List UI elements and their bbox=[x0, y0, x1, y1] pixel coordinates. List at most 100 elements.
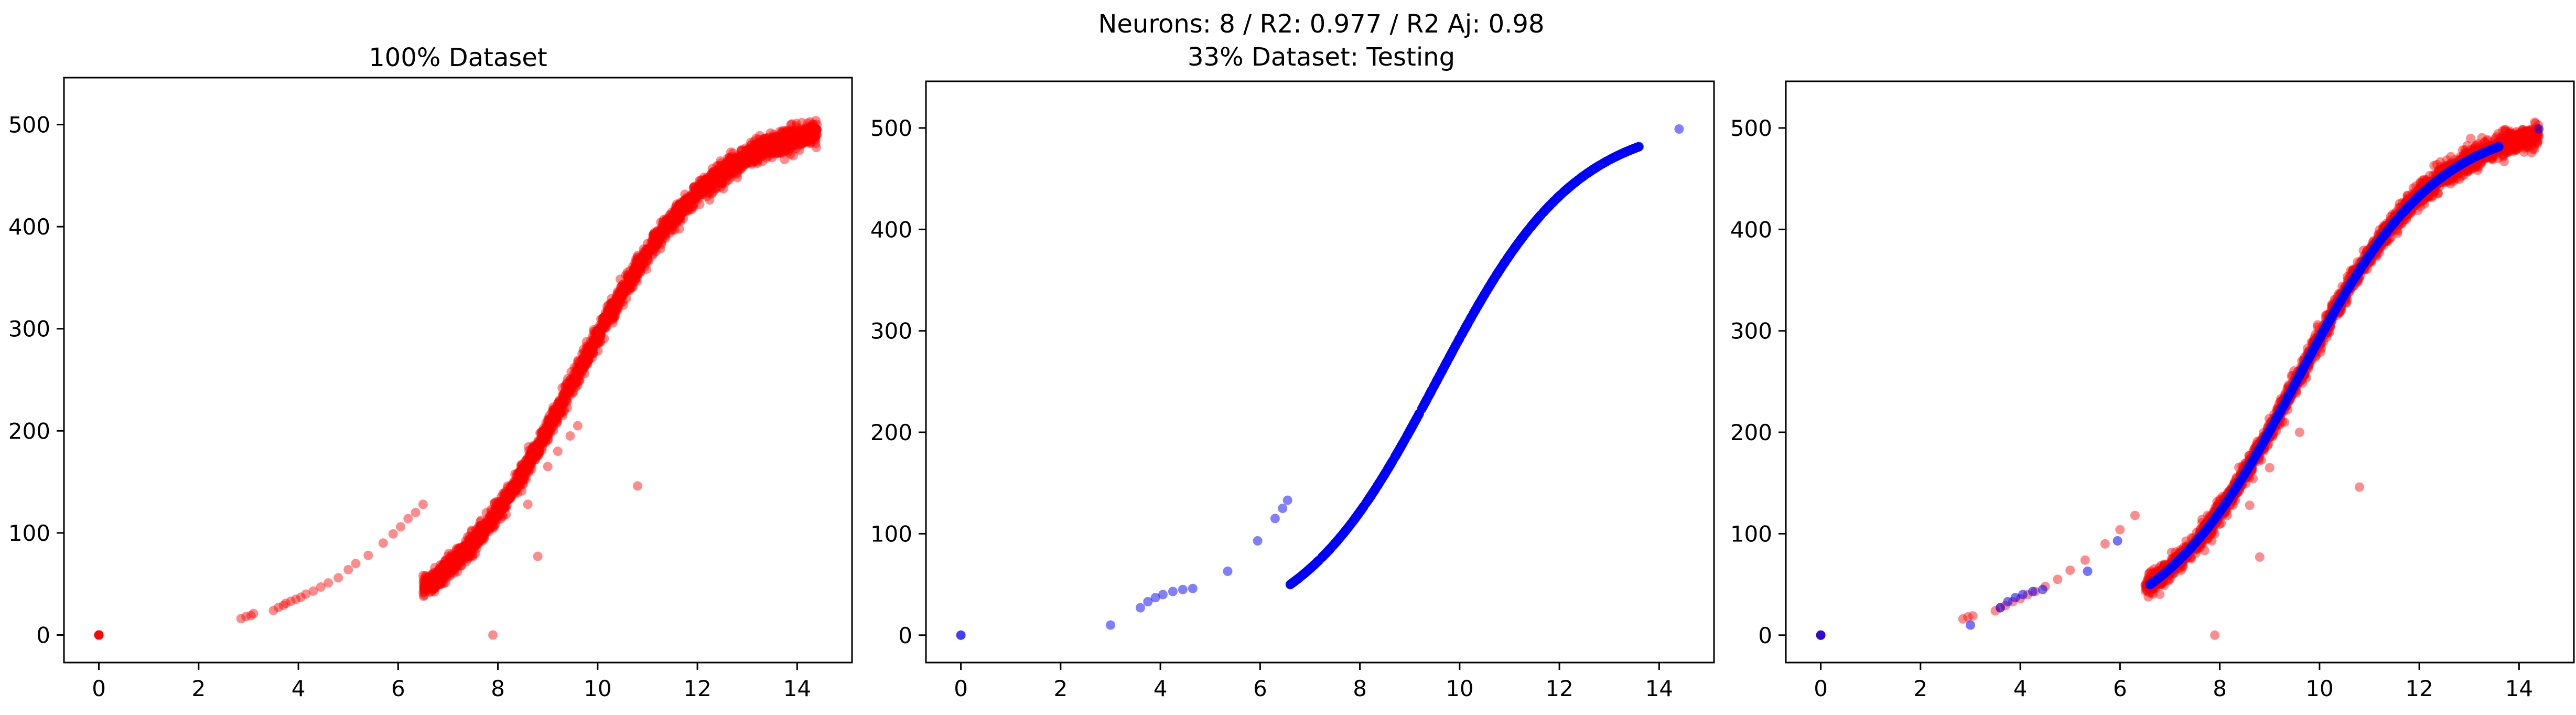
point-s0 bbox=[631, 261, 641, 271]
point-s0 bbox=[780, 155, 790, 164]
point-s0 bbox=[582, 349, 592, 359]
point-s0 bbox=[427, 570, 437, 579]
point-s0 bbox=[613, 300, 623, 309]
point-s0 bbox=[513, 479, 523, 489]
point-s0 bbox=[629, 271, 638, 281]
point-s0 bbox=[609, 305, 619, 315]
point-s0 bbox=[452, 556, 462, 565]
point-s0 bbox=[727, 165, 737, 175]
point-s0 bbox=[564, 383, 574, 393]
point-s0 bbox=[639, 252, 648, 262]
point-s0 bbox=[708, 167, 718, 177]
point-s0 bbox=[642, 249, 652, 259]
point-s0 bbox=[653, 239, 663, 249]
point-s0 bbox=[667, 207, 677, 217]
point-s0 bbox=[649, 239, 659, 249]
point-s0 bbox=[464, 546, 473, 556]
point-s0 bbox=[686, 190, 696, 200]
point-s0 bbox=[466, 548, 476, 558]
point-s0 bbox=[758, 151, 768, 161]
point-s0 bbox=[485, 524, 495, 533]
point-s0 bbox=[607, 298, 617, 308]
point-s0 bbox=[810, 126, 820, 136]
point-s0 bbox=[461, 550, 471, 560]
point-s0 bbox=[687, 194, 697, 204]
point-s0 bbox=[539, 432, 549, 442]
point-s0 bbox=[773, 140, 783, 150]
point-s0 bbox=[433, 578, 443, 588]
point-s0 bbox=[735, 162, 745, 172]
point-s0 bbox=[519, 462, 529, 471]
point-s0 bbox=[472, 536, 482, 546]
point-s0 bbox=[351, 559, 361, 569]
suptitle-line-1: Neurons: 8 / R2: 0.977 / R2 Aj: 0.98 bbox=[1098, 9, 1544, 39]
point-s0 bbox=[519, 473, 529, 483]
point-s0 bbox=[650, 231, 660, 241]
point-s0 bbox=[540, 429, 549, 439]
point-s0 bbox=[453, 561, 463, 571]
point-s0 bbox=[661, 222, 671, 232]
point-s0 bbox=[803, 129, 813, 138]
point-s0 bbox=[472, 539, 482, 549]
x-tick-label: 10 bbox=[1446, 676, 1473, 701]
point-s0 bbox=[541, 437, 551, 447]
point-s0 bbox=[445, 559, 455, 569]
point-s0 bbox=[636, 254, 646, 264]
point-s0 bbox=[721, 169, 731, 179]
point-s0 bbox=[716, 182, 726, 192]
point-s0 bbox=[689, 198, 699, 208]
point-s0 bbox=[729, 162, 739, 172]
point-s0 bbox=[505, 487, 515, 497]
point-s0 bbox=[452, 554, 462, 564]
point-s0 bbox=[667, 210, 677, 220]
point-s0 bbox=[747, 159, 757, 169]
point-s0 bbox=[629, 270, 639, 280]
point-s0 bbox=[451, 559, 461, 569]
point-s0 bbox=[599, 322, 609, 332]
point-s0 bbox=[563, 373, 573, 383]
y-tick-label: 400 bbox=[870, 217, 912, 242]
point-s0 bbox=[681, 197, 691, 207]
point-s0 bbox=[602, 310, 612, 320]
point-s0 bbox=[1454, 334, 1464, 344]
point-s0 bbox=[597, 325, 607, 334]
point-s0 bbox=[530, 455, 540, 465]
point-s0 bbox=[613, 288, 623, 298]
point-s0 bbox=[599, 334, 609, 344]
point-s0 bbox=[624, 284, 634, 294]
point-s0 bbox=[494, 503, 504, 513]
point-s0 bbox=[728, 158, 738, 168]
point-s0 bbox=[469, 535, 479, 545]
point-s0 bbox=[561, 385, 570, 395]
point-s0 bbox=[494, 505, 503, 515]
point-s0 bbox=[587, 342, 597, 352]
point-s0 bbox=[648, 250, 658, 260]
point-s0 bbox=[653, 229, 663, 239]
point-s0 bbox=[720, 164, 730, 174]
point-s0 bbox=[486, 523, 496, 533]
point-s0 bbox=[437, 575, 447, 585]
point-s0 bbox=[465, 541, 475, 551]
point-s0 bbox=[584, 342, 594, 352]
point-s0 bbox=[426, 578, 436, 588]
point-s0 bbox=[669, 216, 678, 226]
point-s0 bbox=[777, 148, 786, 158]
point-s0 bbox=[436, 570, 446, 580]
point-s0 bbox=[642, 254, 652, 264]
point-s0 bbox=[503, 483, 513, 493]
point-s0 bbox=[720, 159, 730, 169]
point-s0 bbox=[533, 450, 543, 460]
point-s0 bbox=[501, 489, 511, 499]
point-s0 bbox=[704, 182, 714, 191]
point-s0 bbox=[526, 449, 536, 459]
point-s0 bbox=[706, 178, 716, 188]
point-s0 bbox=[796, 125, 806, 135]
point-s0 bbox=[772, 134, 782, 144]
point-s0 bbox=[798, 129, 808, 138]
point-s0 bbox=[477, 525, 487, 535]
point-s0 bbox=[795, 145, 804, 155]
point-s0 bbox=[1544, 202, 1554, 212]
point-s0 bbox=[664, 220, 674, 230]
point-s0 bbox=[611, 294, 621, 304]
point-s0 bbox=[572, 376, 582, 386]
